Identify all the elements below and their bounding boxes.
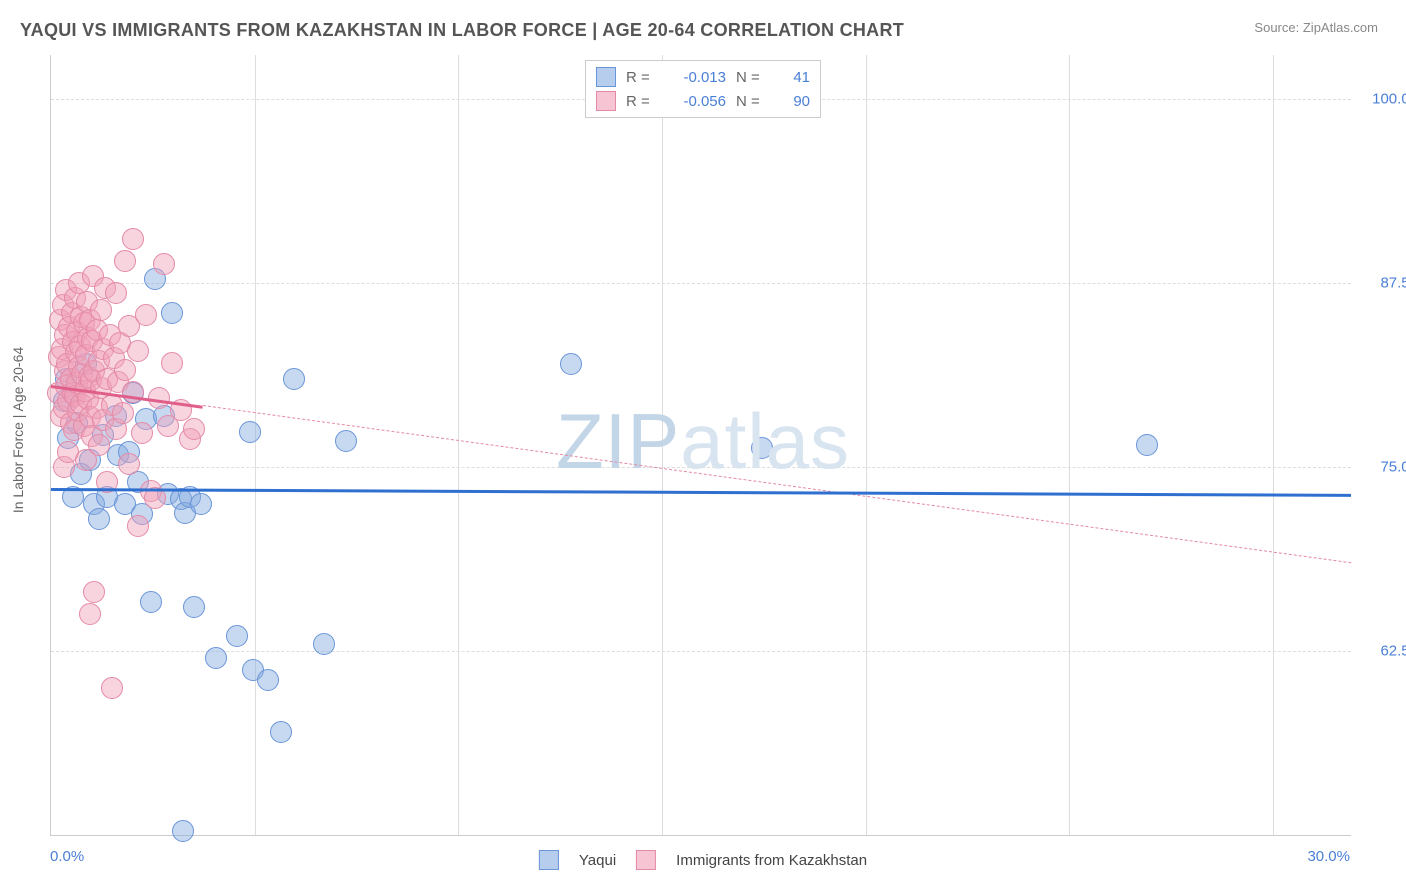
legend-swatch (636, 850, 656, 870)
grid-line-v (662, 55, 663, 835)
data-point (560, 353, 582, 375)
grid-line-v (866, 55, 867, 835)
data-point (751, 437, 773, 459)
trend-line-extrapolated (203, 405, 1351, 563)
grid-line-h (51, 651, 1351, 652)
data-point (270, 721, 292, 743)
n-value: 90 (774, 93, 810, 110)
data-point (127, 340, 149, 362)
data-point (161, 352, 183, 374)
x-axis-max: 30.0% (1307, 848, 1350, 865)
data-point (335, 430, 357, 452)
legend-swatch (596, 91, 616, 111)
trend-line (51, 488, 1351, 497)
grid-line-v (458, 55, 459, 835)
series-legend: Yaqui Immigrants from Kazakhstan (539, 850, 867, 870)
grid-line-v (1069, 55, 1070, 835)
data-point (88, 508, 110, 530)
data-point (135, 304, 157, 326)
n-value: 41 (774, 69, 810, 86)
grid-line-h (51, 467, 1351, 468)
r-label: R = (626, 93, 654, 110)
legend-swatch (596, 67, 616, 87)
legend-row: R = -0.013 N = 41 (596, 65, 810, 89)
data-point (127, 515, 149, 537)
grid-line-h (51, 283, 1351, 284)
data-point (172, 820, 194, 842)
grid-line-v (1273, 55, 1274, 835)
data-point (239, 421, 261, 443)
data-point (118, 453, 140, 475)
data-point (105, 282, 127, 304)
data-point (205, 647, 227, 669)
r-value: -0.013 (664, 69, 726, 86)
data-point (131, 422, 153, 444)
source-label: Source: ZipAtlas.com (1254, 20, 1378, 35)
data-point (257, 669, 279, 691)
data-point (79, 603, 101, 625)
n-label: N = (736, 93, 764, 110)
r-label: R = (626, 69, 654, 86)
data-point (313, 633, 335, 655)
chart-title: YAQUI VS IMMIGRANTS FROM KAZAKHSTAN IN L… (20, 20, 904, 41)
data-point (183, 596, 205, 618)
data-point (226, 625, 248, 647)
legend-label: Yaqui (579, 852, 616, 869)
data-point (153, 253, 175, 275)
data-point (183, 418, 205, 440)
data-point (1136, 434, 1158, 456)
data-point (161, 302, 183, 324)
data-point (140, 591, 162, 613)
plot-area: 62.5%75.0%87.5%100.0% (50, 55, 1351, 836)
data-point (101, 677, 123, 699)
grid-line-v (255, 55, 256, 835)
correlation-legend: R = -0.013 N = 41 R = -0.056 N = 90 (585, 60, 821, 118)
y-tick-label: 62.5% (1380, 643, 1406, 660)
data-point (283, 368, 305, 390)
data-point (190, 493, 212, 515)
legend-label: Immigrants from Kazakhstan (676, 852, 867, 869)
r-value: -0.056 (664, 93, 726, 110)
data-point (83, 581, 105, 603)
n-label: N = (736, 69, 764, 86)
legend-row: R = -0.056 N = 90 (596, 89, 810, 113)
data-point (112, 402, 134, 424)
x-axis-min: 0.0% (50, 848, 84, 865)
y-tick-label: 75.0% (1380, 459, 1406, 476)
data-point (114, 250, 136, 272)
y-axis-label: In Labor Force | Age 20-64 (10, 347, 26, 513)
y-tick-label: 100.0% (1372, 91, 1406, 108)
data-point (88, 434, 110, 456)
y-tick-label: 87.5% (1380, 275, 1406, 292)
legend-swatch (539, 850, 559, 870)
data-point (114, 359, 136, 381)
data-point (122, 228, 144, 250)
